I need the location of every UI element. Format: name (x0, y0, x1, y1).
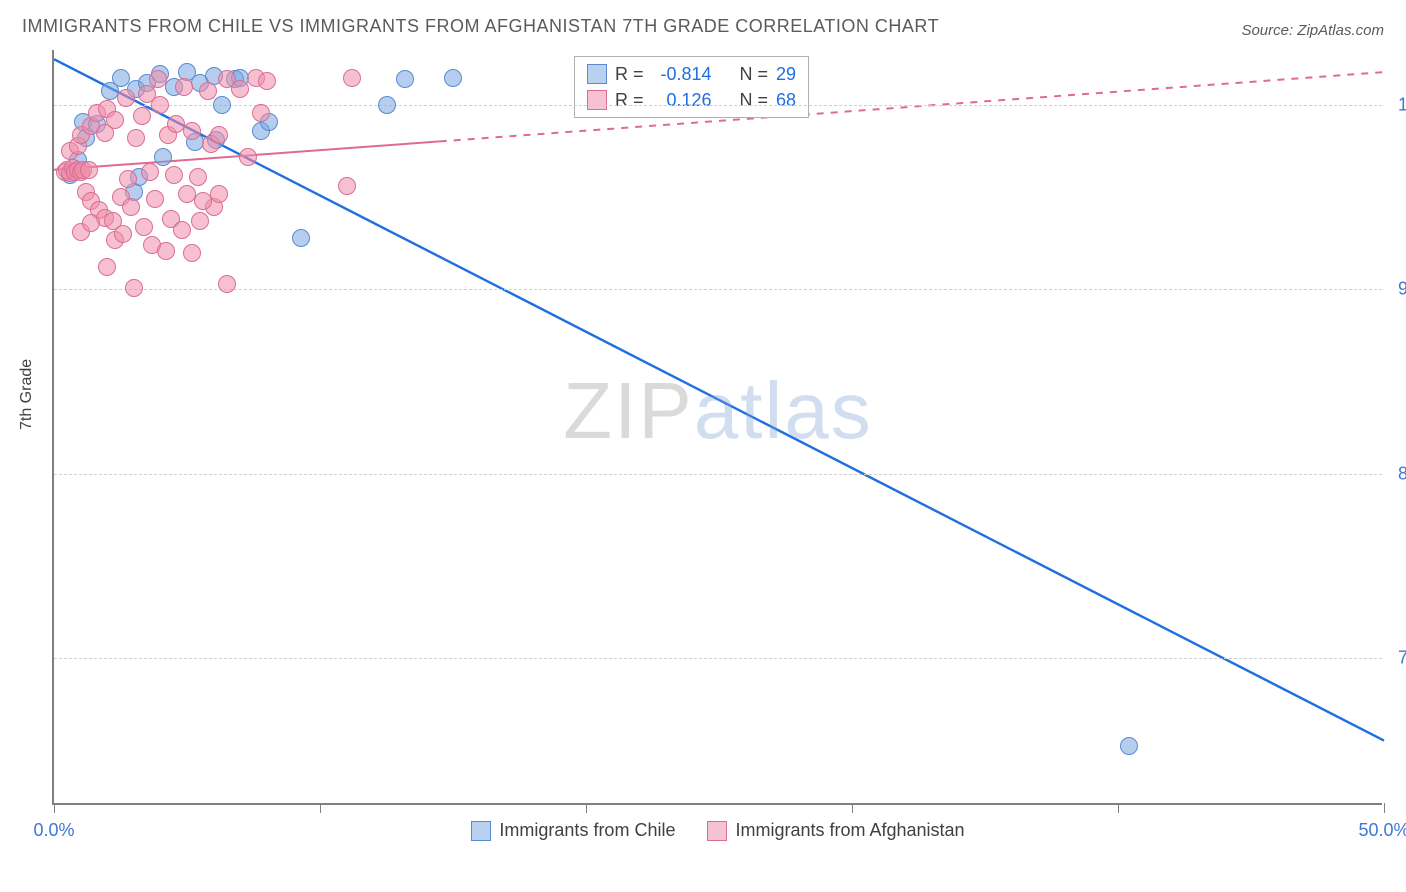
bottom-legend-label-chile: Immigrants from Chile (499, 820, 675, 841)
data-point-afghanistan (106, 111, 124, 129)
x-tick-label: 50.0% (1358, 820, 1406, 841)
gridline-h (54, 105, 1382, 106)
data-point-afghanistan (114, 225, 132, 243)
data-point-afghanistan (210, 185, 228, 203)
bottom-legend-swatch-afghanistan (707, 821, 727, 841)
correlation-legend-box: R = -0.814 N = 29 R = 0.126 N = 68 (574, 56, 809, 118)
data-point-afghanistan (189, 168, 207, 186)
data-point-afghanistan (82, 214, 100, 232)
data-point-afghanistan (175, 78, 193, 96)
data-point-afghanistan (210, 126, 228, 144)
data-point-afghanistan (117, 89, 135, 107)
y-tick-label: 100.0% (1386, 95, 1406, 116)
legend-r-prefix: R = (615, 61, 644, 87)
data-point-afghanistan (125, 279, 143, 297)
gridline-h (54, 474, 1382, 475)
bottom-legend-item-chile: Immigrants from Chile (471, 820, 675, 841)
chart-title: IMMIGRANTS FROM CHILE VS IMMIGRANTS FROM… (22, 16, 939, 37)
data-point-chile (213, 96, 231, 114)
data-point-afghanistan (98, 258, 116, 276)
data-point-chile (1120, 737, 1138, 755)
y-tick-label: 80.0% (1386, 463, 1406, 484)
data-point-afghanistan (183, 244, 201, 262)
data-point-afghanistan (141, 163, 159, 181)
legend-row-chile: R = -0.814 N = 29 (587, 61, 796, 87)
data-point-chile (396, 70, 414, 88)
legend-n-value-chile: 29 (776, 61, 796, 87)
data-point-afghanistan (183, 122, 201, 140)
data-point-afghanistan (149, 70, 167, 88)
data-point-afghanistan (338, 177, 356, 195)
legend-r-value-afghanistan: 0.126 (652, 87, 712, 113)
data-point-afghanistan (173, 221, 191, 239)
data-point-afghanistan (119, 170, 137, 188)
data-point-afghanistan (122, 198, 140, 216)
data-point-afghanistan (231, 80, 249, 98)
y-tick-label: 70.0% (1386, 647, 1406, 668)
legend-row-afghanistan: R = 0.126 N = 68 (587, 87, 796, 113)
series-legend: Immigrants from Chile Immigrants from Afg… (54, 820, 1382, 841)
source-attribution: Source: ZipAtlas.com (1241, 22, 1384, 39)
data-point-afghanistan (252, 104, 270, 122)
legend-n-prefix: N = (740, 61, 769, 87)
data-point-afghanistan (165, 166, 183, 184)
y-tick-label: 90.0% (1386, 279, 1406, 300)
data-point-afghanistan (343, 69, 361, 87)
data-point-afghanistan (151, 96, 169, 114)
data-point-afghanistan (191, 212, 209, 230)
data-point-afghanistan (239, 148, 257, 166)
data-point-afghanistan (146, 190, 164, 208)
legend-n-prefix: N = (740, 87, 769, 113)
x-tick (1384, 803, 1385, 813)
correlation-scatter-plot: ZIPatlas R =-0.814N =29R =0.126N =68 Imm… (52, 50, 1382, 805)
y-axis-label: 7th Grade (18, 359, 36, 430)
data-point-chile (292, 229, 310, 247)
gridline-h (54, 289, 1382, 290)
x-tick (54, 803, 55, 813)
legend-swatch-chile (587, 64, 607, 84)
x-tick (586, 803, 587, 813)
data-point-chile (378, 96, 396, 114)
data-point-chile (444, 69, 462, 87)
bottom-legend-label-afghanistan: Immigrants from Afghanistan (735, 820, 964, 841)
data-point-afghanistan (194, 192, 212, 210)
x-tick-label: 0.0% (33, 820, 74, 841)
data-point-afghanistan (135, 218, 153, 236)
data-point-chile (112, 69, 130, 87)
data-point-chile (154, 148, 172, 166)
x-tick (320, 803, 321, 813)
watermark: ZIPatlas (563, 365, 872, 457)
data-point-afghanistan (133, 107, 151, 125)
data-point-afghanistan (199, 82, 217, 100)
x-tick (852, 803, 853, 813)
bottom-legend-item-afghanistan: Immigrants from Afghanistan (707, 820, 964, 841)
legend-r-value-chile: -0.814 (652, 61, 712, 87)
watermark-zip: ZIP (563, 366, 693, 455)
legend-n-value-afghanistan: 68 (776, 87, 796, 113)
legend-swatch-afghanistan (587, 90, 607, 110)
data-point-afghanistan (127, 129, 145, 147)
legend-r-prefix: R = (615, 87, 644, 113)
data-point-afghanistan (157, 242, 175, 260)
data-point-afghanistan (258, 72, 276, 90)
data-point-afghanistan (218, 275, 236, 293)
bottom-legend-swatch-chile (471, 821, 491, 841)
x-tick (1118, 803, 1119, 813)
gridline-h (54, 658, 1382, 659)
watermark-atlas: atlas (694, 366, 873, 455)
data-point-afghanistan (80, 161, 98, 179)
